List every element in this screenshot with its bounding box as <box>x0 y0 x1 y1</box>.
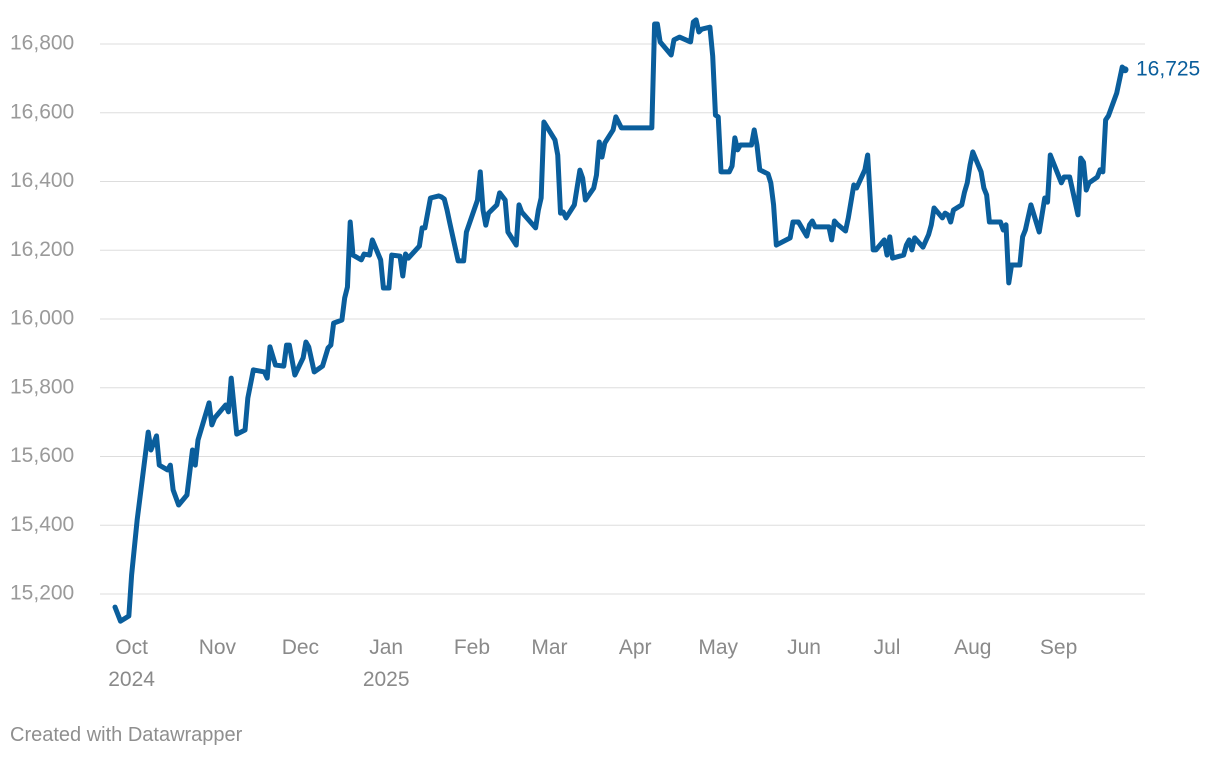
end-point <box>1121 66 1129 74</box>
x-tick-label: Sep <box>1039 636 1078 659</box>
x-tick-label: Dec <box>281 636 320 659</box>
y-tick-label: 16,400 <box>10 169 74 192</box>
y-tick-label: 15,800 <box>10 375 74 398</box>
y-tick-label: 16,200 <box>10 238 74 261</box>
x-tick-label: Nov <box>198 636 237 659</box>
y-tick-label: 15,600 <box>10 444 74 467</box>
x-tick-label: Jul <box>873 636 901 659</box>
x-tick-label: Aug <box>954 636 992 659</box>
x-tick-label: Jun <box>787 636 821 659</box>
y-tick-label: 16,600 <box>10 100 74 123</box>
y-tick-label: 15,200 <box>10 582 74 605</box>
x-tick-label: Mar <box>531 636 568 659</box>
price-line <box>112 17 1128 624</box>
x-tick-label: May <box>698 636 739 659</box>
x-tick-label: Feb <box>453 636 491 659</box>
x-tick-label: Apr <box>618 636 652 659</box>
x-tick-label: Jan 2025 <box>362 636 410 691</box>
credit: Created with Datawrapper <box>10 724 243 746</box>
y-tick-label: 16,000 <box>10 307 74 330</box>
end-value-label: 16,725 <box>1136 57 1200 80</box>
y-tick-label: 16,800 <box>10 32 74 55</box>
y-tick-label: 15,400 <box>10 513 74 536</box>
x-tick-label: Oct 2024 <box>108 636 155 691</box>
